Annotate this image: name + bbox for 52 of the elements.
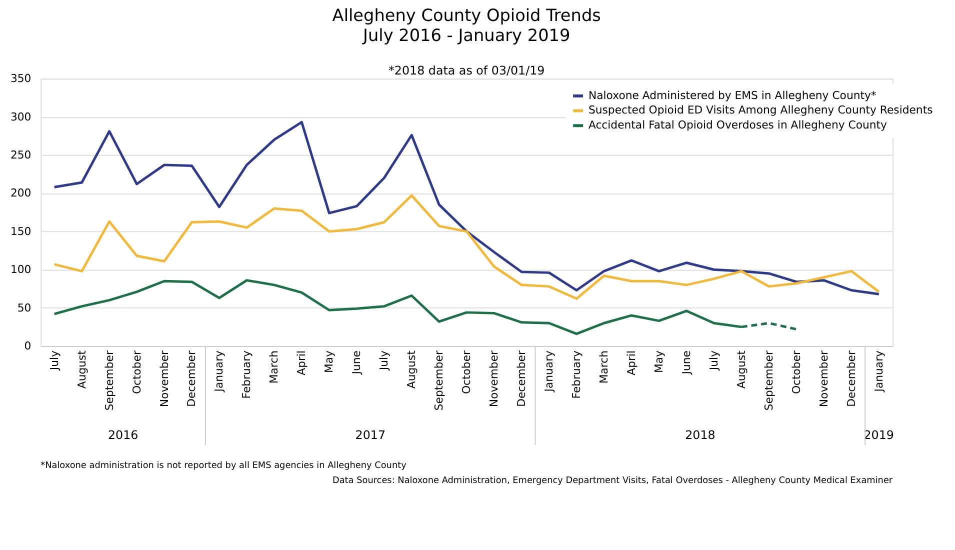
y-tick-label: 200 [10, 186, 32, 200]
y-tick-label: 300 [10, 110, 32, 124]
x-tick-label: April [295, 350, 308, 376]
text: *Naloxone administration is not reported by all EMS agencies in Allegheny County [40, 460, 406, 471]
x-tick-label: November [158, 350, 171, 408]
legend-label: Suspected Opioid ED Visits Among Allegheny County Residents [588, 104, 934, 117]
x-tick-label: December [844, 350, 858, 407]
chart-subtitle: July 2016 - January 2019 [362, 24, 570, 45]
x-tick-label: August [405, 350, 418, 389]
y-tick-label: 50 [17, 301, 32, 314]
text: 2019 [864, 428, 894, 442]
x-tick-label: May [652, 350, 666, 373]
y-tick-label: 250 [10, 148, 32, 162]
x-tick-label: May [322, 350, 336, 373]
x-tick-label: November [488, 350, 501, 408]
x-tick-label: October [460, 350, 474, 394]
x-tick-label: February [570, 350, 583, 399]
x-tick-label: October [790, 350, 803, 394]
x-tick-label: June [350, 350, 364, 376]
x-tick-label: April [624, 350, 638, 376]
x-tick-label: September [102, 350, 116, 411]
y-tick-label: 150 [10, 224, 32, 238]
x-tick-label: December [185, 350, 198, 407]
legend-label: Naloxone Administered by EMS in Allegheny County* [588, 88, 877, 102]
text: 2016 [108, 428, 138, 442]
x-tick-label: July [378, 350, 391, 372]
x-tick-label: January [542, 350, 556, 393]
text: 2017 [355, 428, 386, 442]
x-tick-label: September [432, 350, 446, 411]
x-tick-label: December [515, 350, 528, 407]
x-tick-label: January [212, 350, 226, 393]
x-tick-label: March [597, 350, 610, 384]
y-tick-label: 350 [10, 72, 32, 86]
line-series [53, 194, 880, 300]
x-tick-label: November [817, 350, 830, 408]
x-tick-label: August [75, 350, 88, 389]
x-tick-label: February [240, 350, 254, 399]
legend-label: Accidental Fatal Opioid Overdoses in Allegheny County [588, 118, 888, 132]
x-tick-label: August [734, 350, 748, 389]
x-tick-label: January [872, 350, 886, 393]
x-tick-label: July [707, 350, 720, 372]
x-tick-label: September [762, 350, 776, 411]
x-tick-label: March [268, 350, 281, 384]
text: *2018 data as of 03/01/19 [388, 64, 545, 78]
text: 2018 [685, 428, 716, 442]
x-tick-label: October [130, 350, 144, 394]
text: Data Sources: Naloxone Administration, Emergency Department Visits, Fatal Overdoses - Allegheny County Medical Examiner [332, 476, 893, 486]
x-tick-label: June [680, 350, 693, 376]
y-tick-label: 100 [10, 263, 32, 276]
y-tick-label: 0 [24, 340, 32, 353]
x-tick-label: July [48, 350, 61, 372]
chart-title: Allegheny County Opioid Trends [332, 5, 601, 26]
